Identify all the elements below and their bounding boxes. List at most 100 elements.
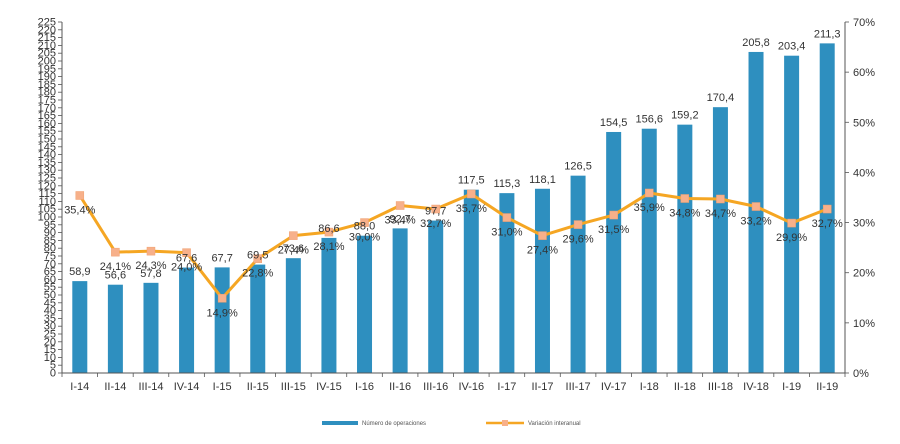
y-left-tick-label: 175 [38,95,56,107]
line-value-label: 35,7% [456,203,487,215]
line-value-label: 24,3% [135,260,166,272]
axes-layer: 0510152025303540455055606570758085909510… [38,17,876,394]
y-left-tick-label: 25 [44,329,56,341]
y-left-tick-label: 70 [44,258,56,270]
bar-IV-15 [321,237,337,373]
x-tick-label: I-15 [213,381,232,393]
y-left-tick-label: 165 [38,110,56,122]
x-tick-label: I-14 [70,381,89,393]
line-value-label: 30,0% [349,232,380,244]
line-point-I-19 [787,218,796,228]
y-left-tick-label: 90 [44,227,56,239]
x-tick-label: IV-17 [601,381,627,393]
y-left-tick-label: 10 [44,352,56,364]
line-value-label: 32,7% [420,218,451,230]
y-right-tick-label: 20% [853,268,875,280]
x-tick-label: I-19 [782,381,801,393]
y-left-tick-label: 0 [50,368,56,380]
x-tick-label: I-18 [640,381,659,393]
bar-III-17 [570,175,586,373]
bar-I-18 [641,128,657,373]
y-left-tick-label: 225 [38,17,56,29]
y-left-tick-label: 200 [38,56,56,68]
y-left-tick-label: 75 [44,251,56,263]
y-left-tick-label: 20 [44,336,56,348]
x-tick-label: II-15 [247,381,269,393]
line-value-label: 27,4% [527,245,558,257]
y-left-tick-label: 180 [38,87,56,99]
y-left-tick-label: 110 [38,196,56,208]
bar-value-label: 115,3 [494,178,521,190]
x-tick-label: III-18 [708,381,733,393]
y-left-tick-label: 100 [38,212,56,224]
y-left-tick-label: 130 [38,165,56,177]
y-left-tick-label: 40 [44,305,56,317]
y-left-tick-label: 220 [38,24,56,36]
y-left-tick-label: 135 [38,157,56,169]
y-left-tick-label: 145 [38,141,56,153]
line-point-IV-18 [751,202,761,211]
line-point-III-16 [431,204,440,214]
y-right-tick-label: 60% [853,67,875,79]
y-left-tick-label: 85 [44,235,56,247]
x-tick-label: IV-18 [743,381,769,393]
bars-layer [72,43,835,374]
bar-I-15 [214,267,230,373]
line-value-label: 31,0% [491,227,522,239]
legend-swatch-bars [322,421,358,425]
line-value-label: 29,9% [776,232,807,244]
y-left-tick-label: 215 [38,32,56,44]
bar-value-label: 69,5 [247,250,268,262]
x-tick-label: IV-16 [458,381,484,393]
bar-value-label: 118,1 [529,174,556,186]
bar-value-label: 92,7 [389,213,410,225]
x-tick-label: II-19 [816,381,838,393]
y-left-tick-label: 160 [38,118,56,130]
y-left-tick-label: 105 [38,204,56,216]
x-tick-label: I-16 [355,381,374,393]
bar-I-19 [784,55,800,374]
line-point-III-15 [289,231,298,240]
bar-value-label: 56,6 [105,270,126,282]
line-point-IV-17 [609,210,618,220]
line-point-IV-15 [324,227,334,237]
y-left-tick-label: 195 [38,63,56,75]
y-left-tick-label: 190 [38,71,56,83]
line-point-II-18 [680,194,690,203]
y-left-tick-label: 120 [38,180,56,192]
bar-IV-18 [748,51,764,374]
line-point-I-14 [75,191,85,200]
y-left-tick-label: 60 [44,274,56,286]
x-tick-label: III-17 [566,381,591,393]
line-point-I-16 [360,218,369,227]
line-point-I-18 [645,188,654,198]
bar-value-label: 117,5 [458,175,485,187]
line-point-III-17 [573,220,583,229]
line-point-II-16 [395,201,405,210]
line-point-III-18 [716,194,725,204]
y-left-tick-label: 15 [44,344,56,356]
y-left-tick-label: 210 [38,40,56,52]
y-left-tick-label: 170 [38,102,56,114]
y-left-tick-label: 55 [44,282,56,294]
line-point-IV-14 [182,248,191,257]
y-left-tick-label: 50 [44,290,56,302]
bar-value-label: 159,2 [671,110,699,122]
bar-IV-16 [463,189,479,373]
bar-I-14 [72,281,88,373]
line-value-label: 14,9% [207,307,238,319]
x-tick-label: IV-14 [174,381,200,393]
bar-value-label: 170,4 [707,92,735,104]
y-right-tick-label: 0% [853,368,869,380]
bar-value-label: 156,6 [635,114,663,126]
x-tick-label: III-15 [281,381,306,393]
bar-IV-17 [606,131,622,373]
bar-value-label: 154,5 [600,117,628,129]
line-point-IV-16 [467,189,476,199]
bar-II-14 [107,284,123,373]
bar-II-17 [534,188,550,373]
line-value-label: 29,6% [562,234,593,246]
bar-value-label: 97,7 [425,206,446,218]
line-point-I-17 [502,213,512,222]
